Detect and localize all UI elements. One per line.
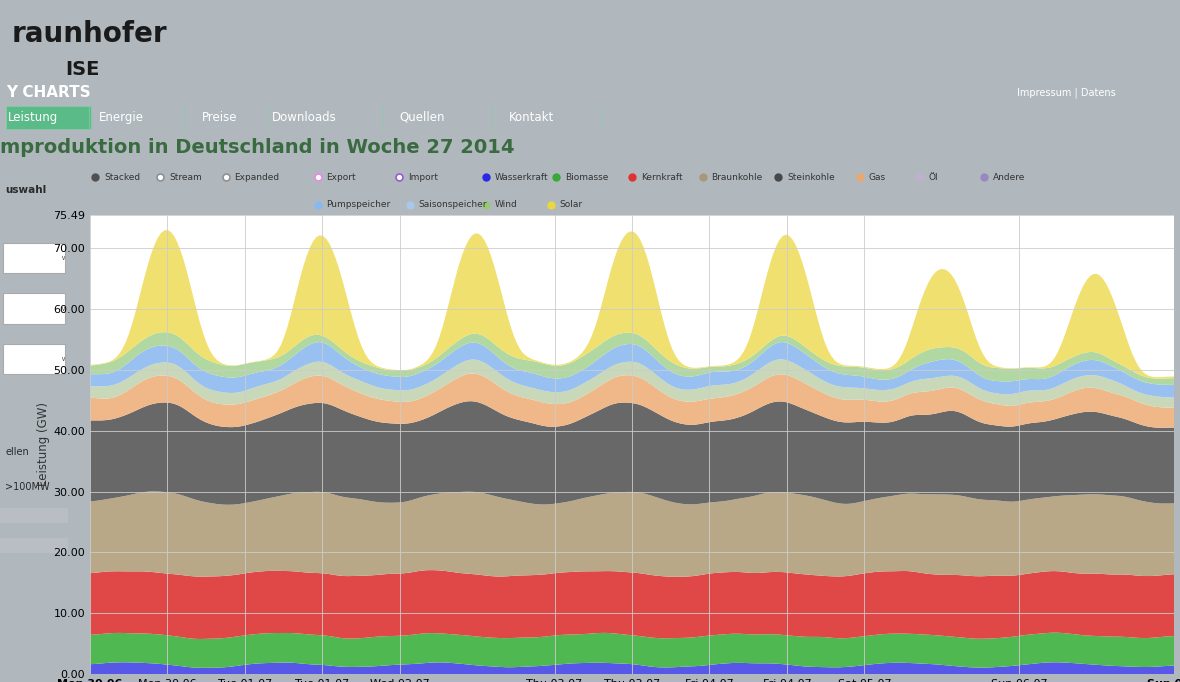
- Text: Preise: Preise: [202, 111, 237, 124]
- Text: Export: Export: [327, 173, 356, 181]
- Text: Pumpspeicher: Pumpspeicher: [327, 201, 391, 209]
- Text: Braunkohle: Braunkohle: [712, 173, 762, 181]
- Text: ∨: ∨: [60, 356, 65, 362]
- Text: Kernkraft: Kernkraft: [641, 173, 682, 181]
- Text: ∨: ∨: [60, 306, 65, 312]
- Text: Öl: Öl: [927, 173, 938, 181]
- FancyBboxPatch shape: [0, 507, 68, 523]
- Text: Saisonspeicher: Saisonspeicher: [419, 201, 487, 209]
- FancyBboxPatch shape: [2, 344, 65, 374]
- FancyBboxPatch shape: [2, 243, 65, 273]
- Text: Expanded: Expanded: [234, 173, 280, 181]
- FancyBboxPatch shape: [6, 106, 91, 129]
- Text: Quellen: Quellen: [400, 111, 445, 124]
- FancyBboxPatch shape: [0, 538, 68, 553]
- Text: Kontakt: Kontakt: [509, 111, 553, 124]
- Text: Y CHARTS: Y CHARTS: [6, 85, 91, 100]
- Text: Wasserkraft: Wasserkraft: [494, 173, 548, 181]
- FancyBboxPatch shape: [2, 293, 65, 324]
- Y-axis label: Leistung (GW): Leistung (GW): [38, 402, 51, 486]
- Text: Wind: Wind: [494, 201, 517, 209]
- Text: Biomasse: Biomasse: [565, 173, 608, 181]
- Text: Andere: Andere: [994, 173, 1025, 181]
- Text: Energie: Energie: [99, 111, 144, 124]
- Text: mproduktion in Deutschland in Woche 27 2014: mproduktion in Deutschland in Woche 27 2…: [0, 138, 514, 157]
- Text: Leistung: Leistung: [8, 111, 58, 124]
- Text: uswahl: uswahl: [6, 185, 47, 195]
- Text: ISE: ISE: [65, 60, 99, 79]
- Text: ellen: ellen: [6, 447, 30, 457]
- Text: Stream: Stream: [169, 173, 202, 181]
- Text: Stacked: Stacked: [104, 173, 140, 181]
- Text: Solar: Solar: [559, 201, 583, 209]
- Text: Import: Import: [407, 173, 438, 181]
- Text: Steinkohle: Steinkohle: [787, 173, 834, 181]
- Text: Downloads: Downloads: [273, 111, 336, 124]
- Text: Impressum | Datens: Impressum | Datens: [1017, 87, 1116, 98]
- Text: raunhofer: raunhofer: [12, 20, 168, 48]
- Text: ∨: ∨: [60, 255, 65, 261]
- Text: >100MW: >100MW: [6, 482, 50, 492]
- Text: Gas: Gas: [868, 173, 885, 181]
